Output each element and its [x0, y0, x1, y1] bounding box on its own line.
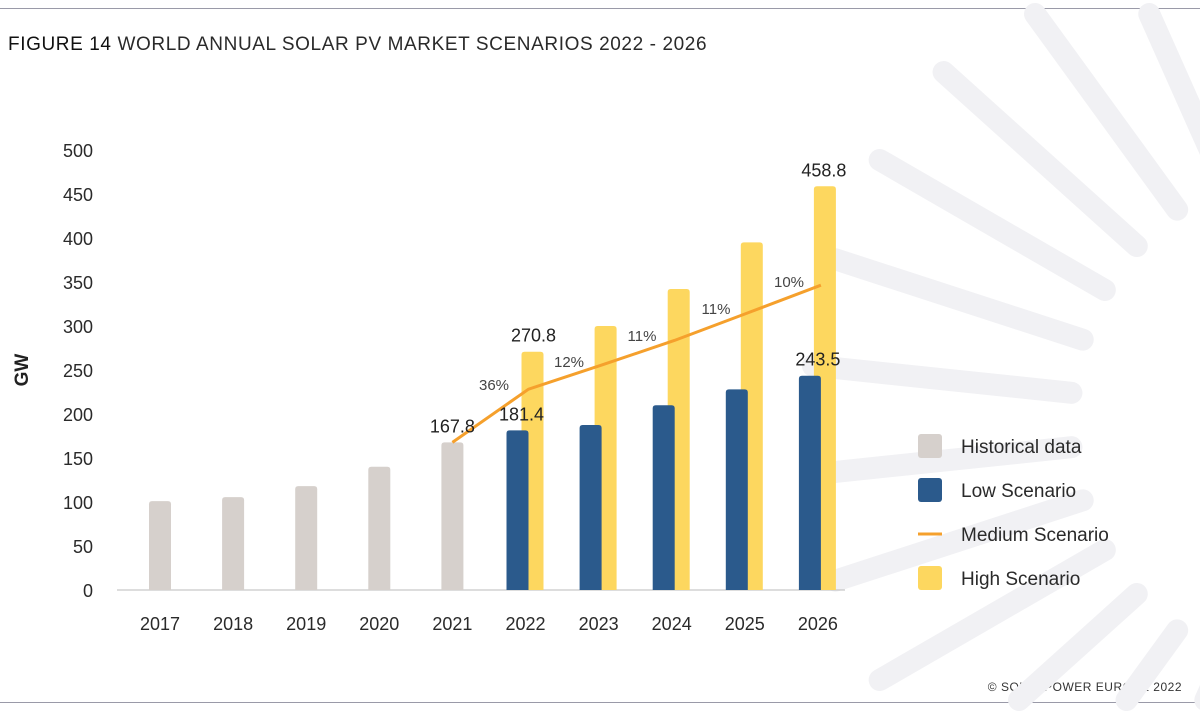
legend: Historical data Low Scenario Medium Scenar… — [918, 434, 1109, 590]
sun-ray — [824, 248, 1094, 351]
y-tick-label: 200 — [63, 405, 93, 425]
data-labels: 167.8 181.4 270.8 243.5 458.8 36% 12% 11% 11% 10% — [430, 160, 847, 436]
top-rule — [0, 8, 1200, 9]
growth-label: 36% — [479, 377, 509, 394]
x-tick-label: 2018 — [213, 614, 253, 634]
legend-swatch — [918, 566, 942, 590]
data-label: 243.5 — [795, 350, 840, 370]
bar-historical — [441, 442, 464, 590]
y-tick-label: 150 — [63, 449, 93, 469]
bar-low-scenario — [725, 389, 748, 590]
x-tick-label: 2020 — [359, 614, 399, 634]
sun-ray — [801, 436, 1083, 486]
data-label: 167.8 — [430, 416, 475, 436]
growth-label: 11% — [628, 328, 657, 345]
y-tick-label: 500 — [63, 141, 93, 161]
x-tick-label: 2024 — [652, 614, 692, 634]
y-tick-label: 350 — [63, 273, 93, 293]
bars — [149, 186, 836, 591]
sun-ray — [1024, 3, 1189, 221]
bar-low-scenario — [506, 430, 529, 590]
bar-historical — [295, 486, 318, 590]
y-axis-label: GW — [12, 354, 33, 387]
figure-title-text: WORLD ANNUAL SOLAR PV MARKET SCENARIOS 2… — [117, 34, 708, 55]
data-label: 458.8 — [801, 160, 846, 180]
bar-historical — [222, 497, 245, 590]
x-tick-label: 2023 — [579, 614, 619, 634]
y-tick-label: 450 — [63, 185, 93, 205]
y-tick-label: 300 — [63, 317, 93, 337]
sun-ray — [1008, 582, 1148, 711]
figure-label: FIGURE 14 — [8, 34, 112, 55]
sun-ray — [868, 149, 1116, 301]
data-label: 181.4 — [499, 404, 544, 424]
sun-ray — [1115, 619, 1189, 711]
sun-ray — [932, 61, 1148, 258]
bottom-rule — [0, 702, 1200, 703]
sunburst-decoration — [801, 3, 1200, 711]
growth-label: 12% — [554, 354, 584, 371]
x-tick-label: 2026 — [798, 614, 838, 634]
figure-title: FIGURE 14 WORLD ANNUAL SOLAR PV MARKET S… — [8, 34, 707, 56]
legend-swatch — [918, 434, 942, 458]
bar-historical — [149, 501, 171, 590]
legend-label: Medium Scenario — [961, 525, 1109, 546]
x-tick-label: 2025 — [725, 614, 765, 634]
y-tick-label: 250 — [63, 361, 93, 381]
legend-swatch — [918, 478, 942, 502]
data-label: 270.8 — [511, 326, 556, 346]
x-axis: 2017 2018 2019 2020 2021 2022 2023 2024 2025 2026 — [140, 614, 838, 634]
sun-ray — [824, 489, 1094, 592]
sun-ray — [868, 539, 1116, 691]
legend-label: High Scenario — [961, 569, 1080, 590]
legend-label: Historical data — [961, 437, 1082, 458]
legend-label: Low Scenario — [961, 481, 1076, 502]
y-tick-label: 50 — [73, 537, 93, 557]
sun-ray — [801, 354, 1083, 404]
y-tick-label: 400 — [63, 229, 93, 249]
line-medium-scenario — [451, 283, 822, 444]
bar-historical — [368, 466, 391, 590]
growth-label: 11% — [702, 301, 731, 318]
bar-low-scenario — [652, 405, 675, 590]
y-axis: 0 50 100 150 200 250 300 350 400 450 500 — [63, 141, 93, 601]
bar-low-scenario — [579, 425, 602, 590]
x-tick-label: 2017 — [140, 614, 180, 634]
x-tick-label: 2019 — [286, 614, 326, 634]
y-tick-label: 100 — [63, 493, 93, 513]
sun-ray — [1138, 3, 1200, 156]
x-tick-label: 2022 — [505, 614, 545, 634]
x-tick-label: 2021 — [432, 614, 472, 634]
y-tick-label: 0 — [83, 581, 93, 601]
bar-low-scenario — [798, 375, 821, 590]
growth-label: 10% — [774, 274, 804, 291]
